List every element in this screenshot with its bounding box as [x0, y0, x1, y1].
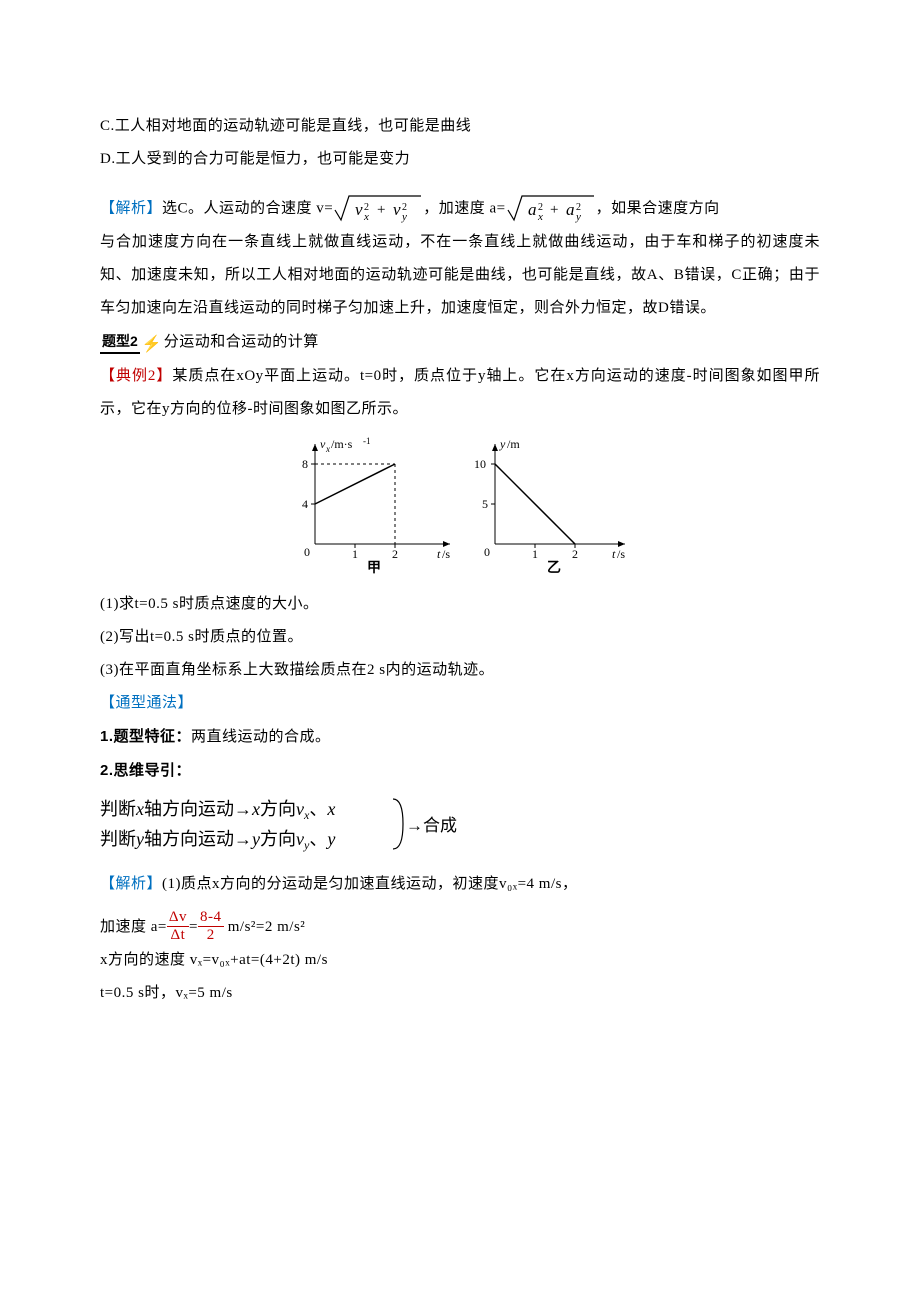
svg-text:5: 5: [482, 497, 488, 511]
analysis2-text1: (1)质点x方向的分运动是匀加速直线运动，初速度v₀ₓ=4 m/s，: [162, 876, 577, 892]
analysis2-post: m/s²=2 m/s²: [224, 919, 306, 935]
analysis-2-line3: x方向的速度 vₓ=v₀ₓ+at=(4+2t) m/s: [100, 944, 820, 977]
svg-text:/s: /s: [442, 547, 450, 561]
svg-text:甲: 甲: [367, 560, 381, 574]
svg-text:v: v: [393, 200, 401, 219]
svg-text:→合成: →合成: [406, 816, 457, 835]
analysis2-label: 【解析】: [100, 876, 162, 892]
question-1: (1)求t=0.5 s时质点速度的大小。: [100, 588, 820, 621]
svg-text:t: t: [437, 547, 441, 561]
svg-text:判断x轴方向运动→x方向vx、x: 判断x轴方向运动→x方向vx、x: [100, 799, 335, 822]
svg-text:v: v: [355, 200, 363, 219]
option-c: C.工人相对地面的运动轨迹可能是直线，也可能是曲线: [100, 110, 820, 143]
question-2: (2)写出t=0.5 s时质点的位置。: [100, 621, 820, 654]
flow-diagram: 判断x轴方向运动→x方向vx、x 判断y轴方向运动→y方向vy、y →合成: [100, 791, 820, 862]
svg-text:0: 0: [484, 545, 490, 559]
svg-text:y: y: [499, 437, 506, 451]
method-label: 【通型通法】: [100, 687, 820, 720]
topic-2-badge: 题型2: [100, 331, 140, 354]
svg-text:/m: /m: [507, 437, 520, 451]
svg-text:x: x: [537, 211, 543, 223]
svg-text:1: 1: [532, 547, 538, 561]
svg-text:2: 2: [392, 547, 398, 561]
flow-svg: 判断x轴方向运动→x方向vx、x 判断y轴方向运动→y方向vy、y →合成: [100, 791, 470, 857]
analysis-2-line1: 【解析】(1)质点x方向的分运动是匀加速直线运动，初速度v₀ₓ=4 m/s，: [100, 868, 820, 901]
svg-text:4: 4: [302, 497, 308, 511]
svg-text:/m·s: /m·s: [331, 437, 353, 451]
frac-dv-den: Δt: [167, 926, 189, 943]
example-2: 【典例2】某质点在xOy平面上运动。t=0时，质点位于y轴上。它在x方向运动的速…: [100, 360, 820, 426]
example-2-label: 【典例2】: [100, 368, 172, 384]
analysis-2-line4: t=0.5 s时，vₓ=5 m/s: [100, 977, 820, 1010]
svg-text:x: x: [325, 444, 330, 454]
sqrt-ax2-ay2-icon: a 2 x + a 2 y: [506, 192, 596, 226]
analysis1-post1: ，如果合速度方向: [596, 200, 720, 216]
svg-text:x: x: [363, 211, 369, 223]
svg-text:/s: /s: [617, 547, 625, 561]
frac2-den: 2: [198, 926, 224, 943]
svg-text:10: 10: [474, 457, 486, 471]
svg-text:y: y: [575, 211, 581, 223]
svg-text:-1: -1: [363, 436, 371, 446]
svg-text:+: +: [377, 202, 386, 218]
example-2-text: 某质点在xOy平面上运动。t=0时，质点位于y轴上。它在x方向运动的速度-时间图…: [100, 368, 820, 417]
svg-text:a: a: [528, 200, 537, 219]
analysis2-pre: 加速度 a=: [100, 919, 167, 935]
bolt-icon: ⚡: [142, 334, 162, 354]
frac-dv-num: Δv: [167, 910, 189, 926]
frac-dv-dt: ΔvΔt: [167, 910, 189, 943]
option-d: D.工人受到的合力可能是恒力，也可能是变力: [100, 143, 820, 176]
svg-text:2: 2: [572, 547, 578, 561]
analysis2-mid: =: [189, 919, 198, 935]
analysis-1: 【解析】选C。人运动的合速度 v= v 2 x + v 2 y ，加速度 a= …: [100, 192, 820, 226]
topic-2-header: 题型2 ⚡ 分运动和合运动的计算: [100, 331, 820, 354]
question-3: (3)在平面直角坐标系上大致描绘质点在2 s内的运动轨迹。: [100, 654, 820, 687]
figure-chart-yi: y/m 10 5 0 1 2 t/s 乙: [460, 434, 635, 574]
method-h1-label: 1.题型特征：: [100, 728, 191, 745]
sqrt-vx2-vy2-icon: v 2 x + v 2 y: [333, 192, 423, 226]
method-h1-text: 两直线运动的合成。: [191, 729, 331, 745]
method-h1: 1.题型特征：两直线运动的合成。: [100, 720, 820, 754]
analysis1-pre: 选C。人运动的合速度 v=: [162, 200, 333, 216]
svg-text:1: 1: [352, 547, 358, 561]
svg-text:判断y轴方向运动→y方向vy、y: 判断y轴方向运动→y方向vy、y: [100, 829, 335, 852]
topic-2-title: 分运动和合运动的计算: [164, 331, 319, 354]
svg-text:t: t: [612, 547, 616, 561]
analysis1-body: 与合加速度方向在一条直线上就做直线运动，不在一条直线上就做曲线运动，由于车和梯子…: [100, 226, 820, 325]
svg-text:a: a: [566, 200, 575, 219]
analysis-2-line2: 加速度 a=ΔvΔt=8-42 m/s²=2 m/s²: [100, 911, 820, 944]
analysis1-mid1: ，加速度 a=: [423, 200, 505, 216]
figure-chart-jia: vx/m·s-1 8 4 0 1 2 t/s 甲: [285, 434, 460, 574]
svg-text:8: 8: [302, 457, 308, 471]
svg-text:0: 0: [304, 545, 310, 559]
method-h2: 2.思维导引：: [100, 754, 820, 787]
svg-text:y: y: [401, 211, 407, 223]
frac-84-2: 8-42: [198, 910, 224, 943]
frac2-num: 8-4: [198, 910, 224, 926]
analysis-label: 【解析】: [100, 200, 162, 216]
figure-wrap: vx/m·s-1 8 4 0 1 2 t/s 甲 y/m 10 5: [100, 434, 820, 574]
page-root: C.工人相对地面的运动轨迹可能是直线，也可能是曲线 D.工人受到的合力可能是恒力…: [0, 0, 920, 1302]
svg-text:乙: 乙: [547, 560, 561, 574]
svg-text:+: +: [550, 202, 559, 218]
